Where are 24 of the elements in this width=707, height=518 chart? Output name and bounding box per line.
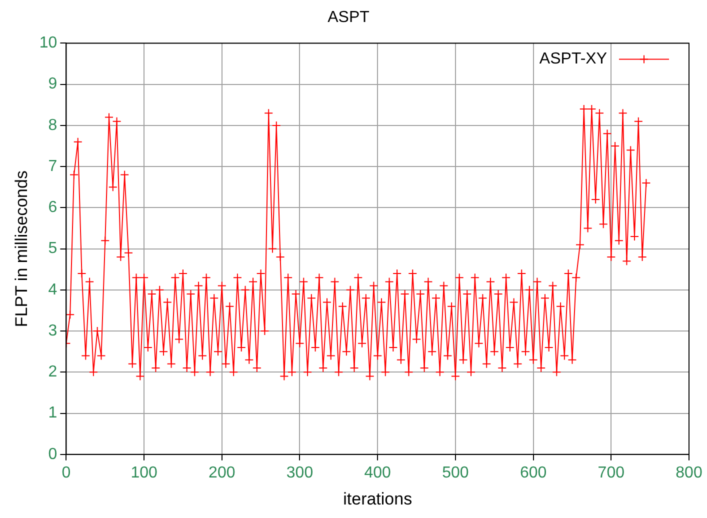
x-tick-label: 500 bbox=[442, 464, 469, 482]
x-axis-title: iterations bbox=[343, 489, 412, 508]
x-tick-label: 600 bbox=[520, 464, 547, 482]
x-tick-label: 0 bbox=[62, 464, 71, 482]
y-axis-title: FLPT in milliseconds bbox=[12, 170, 31, 328]
x-tick-label: 400 bbox=[364, 464, 392, 482]
legend-label: ASPT-XY bbox=[539, 50, 608, 68]
y-tick-label: 0 bbox=[48, 446, 58, 463]
y-tick-label: 1 bbox=[48, 404, 58, 422]
x-tick-label: 800 bbox=[676, 464, 702, 482]
y-tick-label: 6 bbox=[48, 199, 58, 216]
y-tick-label: 9 bbox=[48, 76, 58, 93]
y-tick-label: 3 bbox=[48, 322, 58, 340]
y-tick-label: 10 bbox=[39, 34, 58, 52]
y-tick-label: 5 bbox=[48, 240, 58, 258]
x-tick-label: 100 bbox=[130, 464, 158, 482]
x-tick-label: 200 bbox=[208, 464, 236, 482]
y-tick-label: 4 bbox=[48, 281, 58, 298]
y-tick-label: 2 bbox=[48, 364, 58, 381]
x-tick-label: 300 bbox=[286, 464, 314, 482]
x-tick-label: 700 bbox=[598, 464, 625, 482]
y-tick-label: 8 bbox=[48, 116, 58, 134]
y-tick-label: 7 bbox=[48, 158, 58, 175]
chart-title: ASPT bbox=[328, 9, 370, 26]
